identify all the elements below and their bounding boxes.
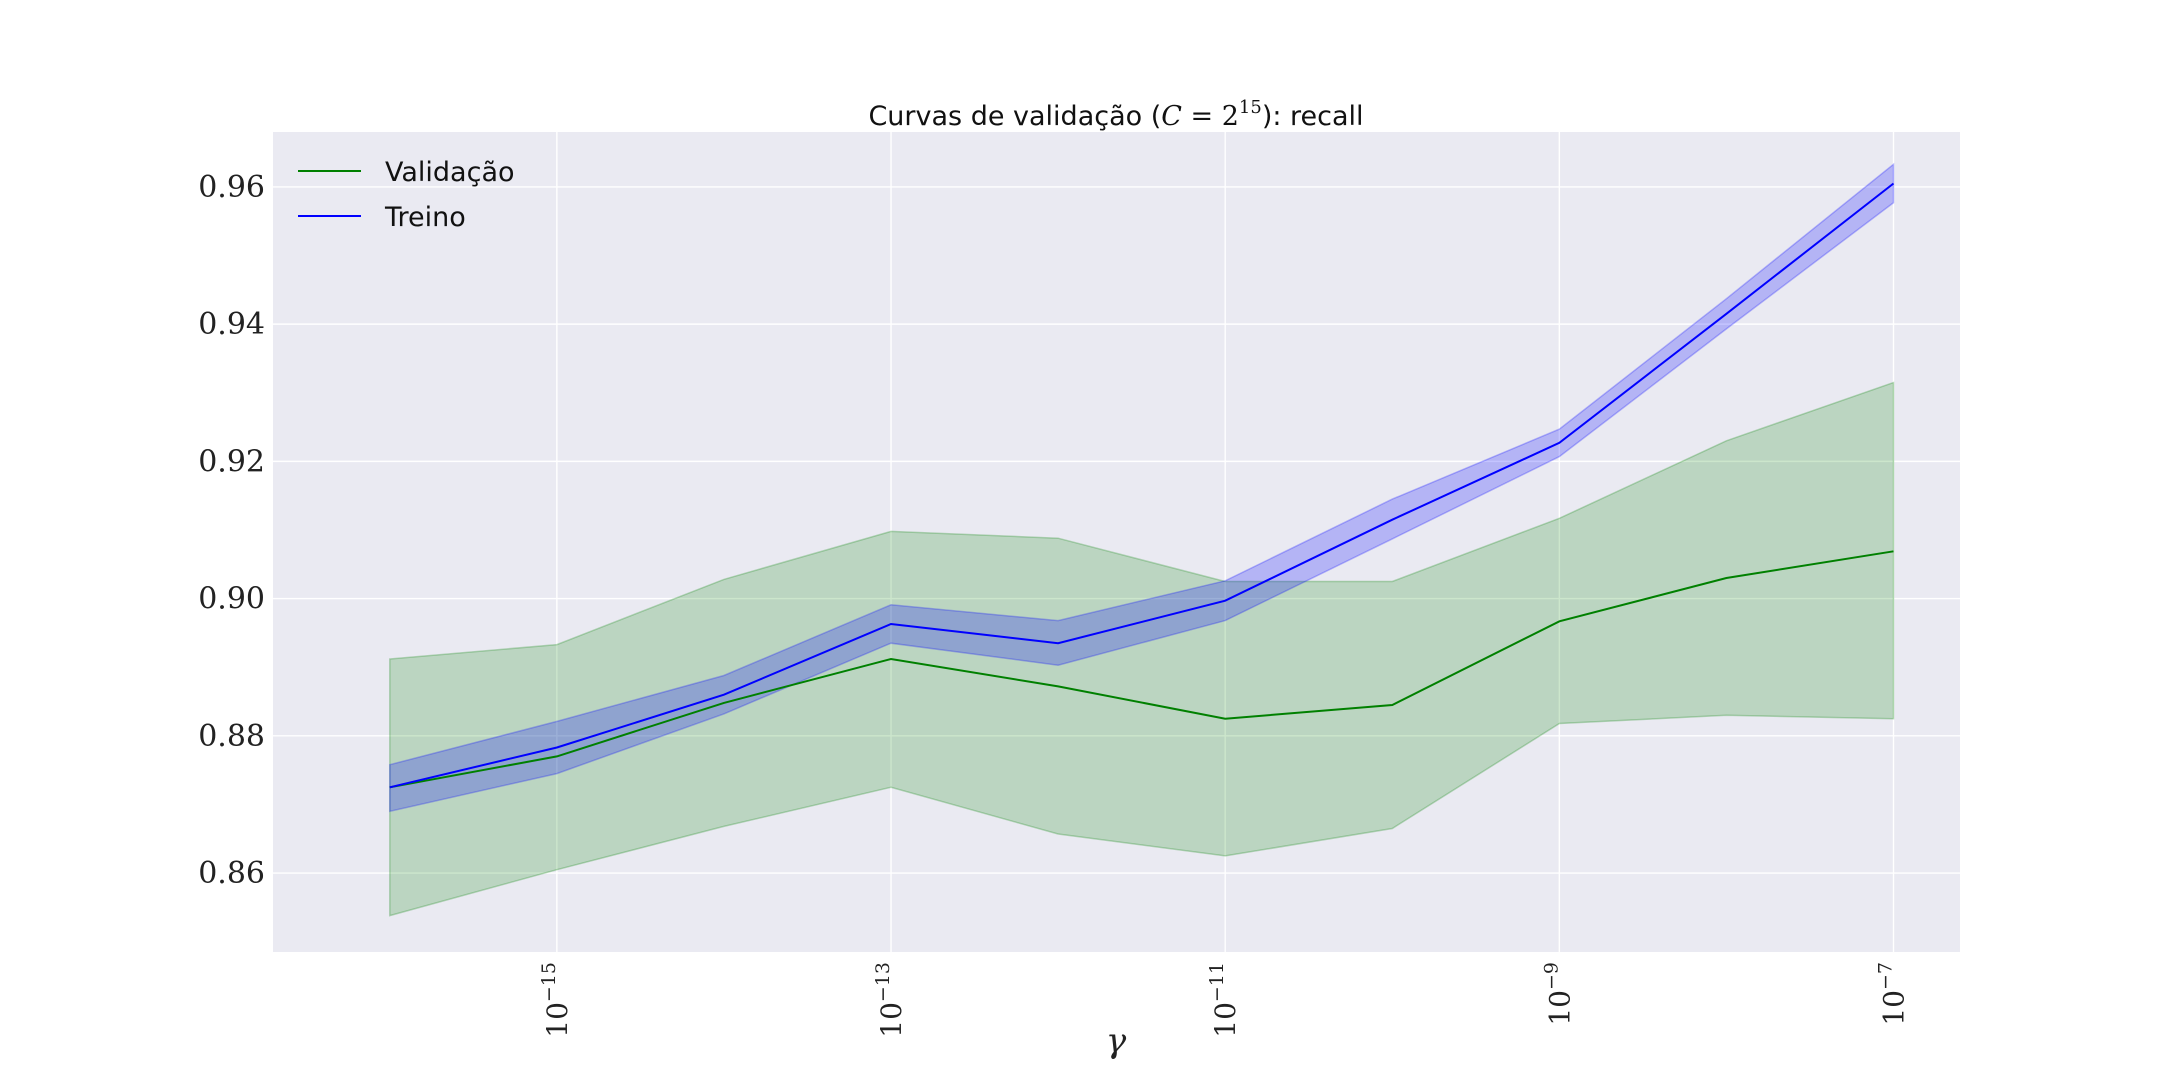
legend-label-treino: Treino xyxy=(384,202,466,233)
x-tick-label-0: 10−15 xyxy=(538,962,574,1038)
x-axis-label: γ xyxy=(1106,1021,1127,1061)
line-treino xyxy=(389,182,1895,789)
svg-text:10−9: 10−9 xyxy=(1540,962,1576,1026)
y-axis-ticks: 0.86 0.88 0.90 0.92 0.94 0.96 xyxy=(198,170,265,891)
x-tick-label-3: 10−9 xyxy=(1540,962,1576,1026)
band-validação xyxy=(389,381,1895,917)
plot-background xyxy=(273,132,1960,952)
line-validação xyxy=(389,550,1894,789)
svg-text:10−11: 10−11 xyxy=(1206,962,1242,1038)
svg-text:10−13: 10−13 xyxy=(872,962,908,1038)
series-lines xyxy=(389,182,1895,789)
y-tick-label-2: 0.90 xyxy=(198,582,265,617)
legend-label-validação: Validação xyxy=(385,157,515,188)
band-treino xyxy=(389,162,1895,813)
svg-text:10−7: 10−7 xyxy=(1875,962,1911,1026)
x-tick-label-1: 10−13 xyxy=(872,962,908,1038)
y-tick-label-0: 0.86 xyxy=(198,856,265,891)
x-tick-label-2: 10−11 xyxy=(1206,962,1242,1038)
y-tick-label-1: 0.88 xyxy=(198,719,265,754)
x-axis-ticks: 10−15 10−13 10−11 10−9 10−7 xyxy=(538,962,1911,1038)
x-tick-label-4: 10−7 xyxy=(1875,962,1911,1026)
legend: Validação Treino xyxy=(298,157,515,233)
grid-lines xyxy=(273,132,1960,952)
y-tick-label-3: 0.92 xyxy=(198,444,265,479)
std-bands xyxy=(389,162,1895,917)
y-tick-label-4: 0.94 xyxy=(198,307,265,342)
svg-text:10−15: 10−15 xyxy=(538,962,574,1038)
y-tick-label-5: 0.96 xyxy=(198,170,265,205)
chart-title: Curvas de validação (C = 215): recall xyxy=(868,97,1363,132)
